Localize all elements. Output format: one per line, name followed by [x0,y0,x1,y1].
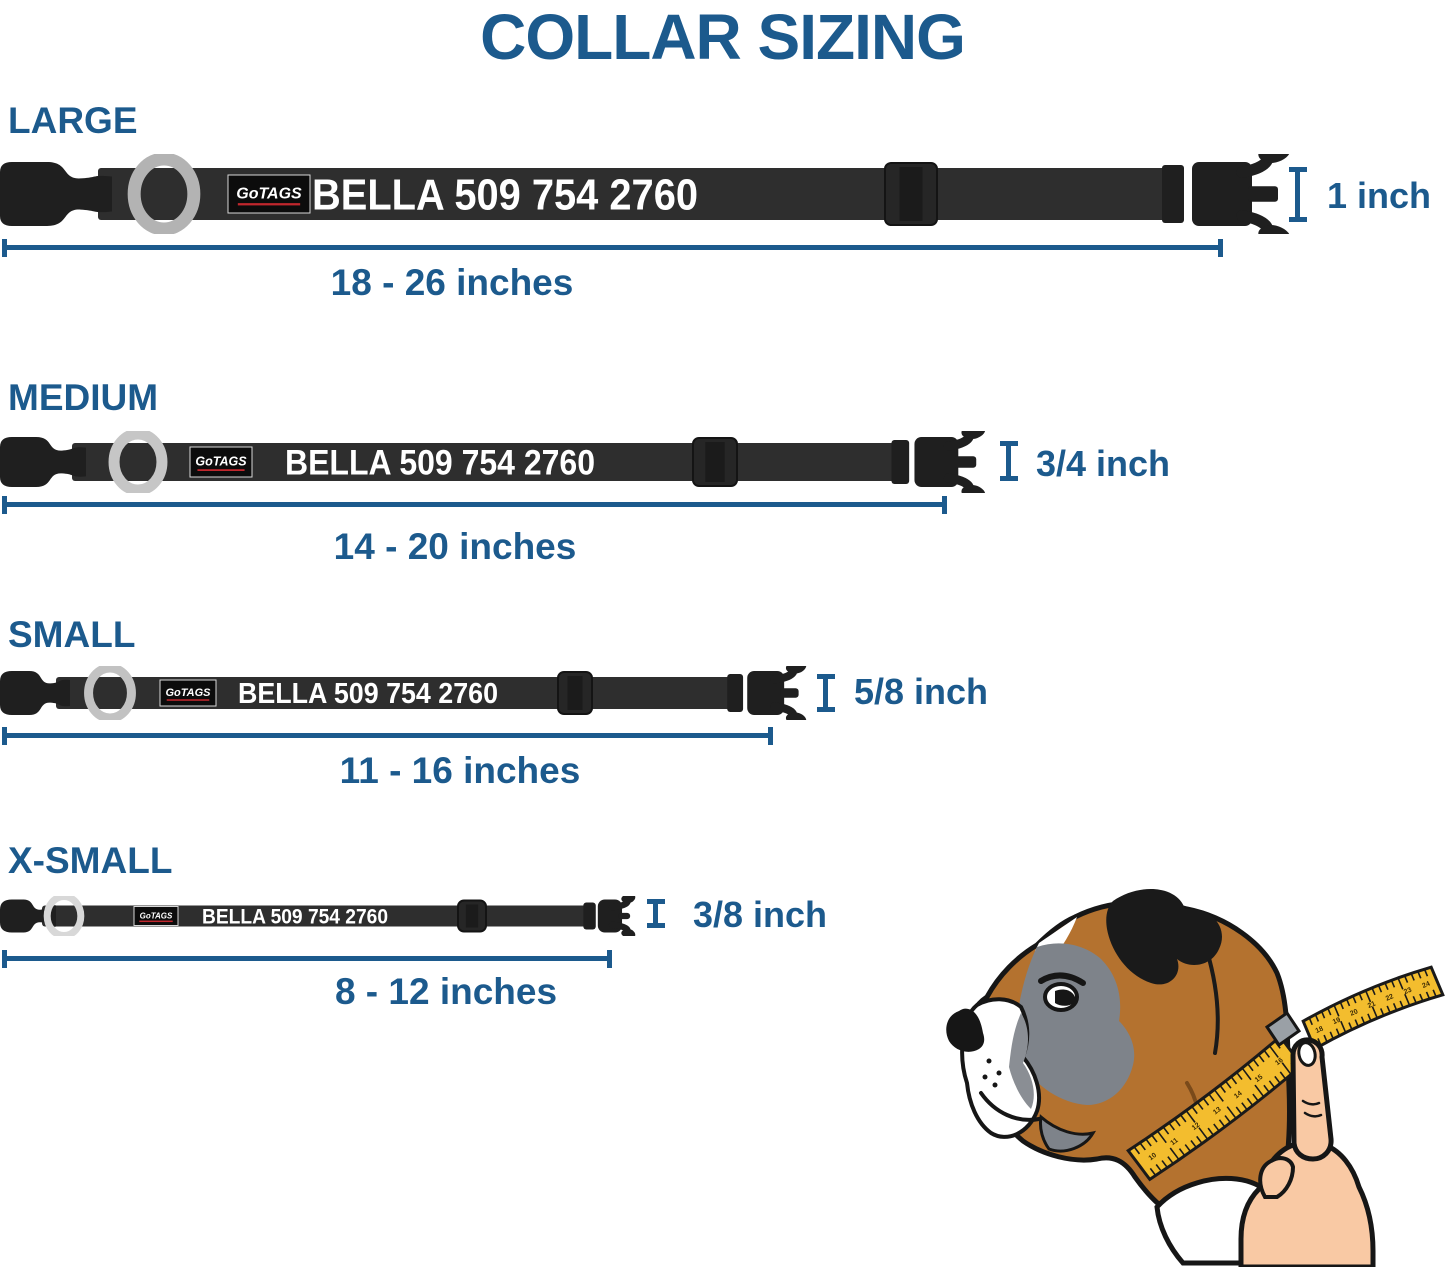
index-finger [1290,1037,1334,1162]
collar-graphic-medium: GoTAGS BELLA 509 754 2760 [0,424,995,500]
length-measure-line-medium [2,495,947,514]
tape-number: 12 [1191,1122,1202,1132]
length-measure-line-small [2,726,773,745]
buckle-male [891,440,910,484]
width-measure-bracket-small [816,674,835,712]
tape-number: 11 [1170,1137,1180,1147]
length-range-large: 18 - 26 inches [330,262,574,303]
length-range-x-small: 8 - 12 inches [334,971,558,1012]
brand-patch-label: GoTAGS [236,186,302,203]
brand-patch [189,446,253,478]
width-measure-bracket-medium [999,441,1018,481]
tape-number: 24 [1421,981,1431,991]
thumb [1258,1156,1296,1199]
size-label-small: SMALL [8,614,136,655]
brand-patch-label: GoTAGS [165,687,211,699]
length-measure-line-large [2,238,1223,257]
d-ring [84,663,136,723]
tape-number: 13 [1212,1106,1223,1116]
tape-number: 18 [1315,1026,1325,1036]
tape-number: 14 [1233,1090,1244,1100]
brand-patch-label: GoTAGS [195,455,247,469]
brand-patch-label: GoTAGS [140,911,173,920]
tape-number: 21 [1367,1000,1377,1010]
personalization-text: BELLA 509 754 2760 [312,170,698,219]
width-value-medium: 3/4 inch [1036,443,1171,484]
tape-number: 22 [1385,993,1395,1003]
tape-number: 16 [1274,1057,1285,1067]
personalization-text: BELLA 509 754 2760 [238,678,498,710]
tape-number: 15 [1254,1074,1265,1084]
buckle-male [583,902,596,930]
buckle-female [0,671,70,715]
brand-patch [227,174,311,214]
dog-measure-illustration: 10 11 12 13 14 15 16 18 19 20 21 22 23 24 [925,855,1445,1267]
buckle-female [0,162,112,226]
dog-nose [946,1008,985,1052]
collar-graphic-x-small: GoTAGS BELLA 509 754 2760 [0,892,645,941]
collar-strap [42,905,594,927]
tape-number: 20 [1349,1008,1359,1018]
collar-graphic-large: GoTAGS BELLA 509 754 2760 [0,144,1300,244]
tape-number: 19 [1332,1017,1342,1027]
tape-number: 10 [1148,1152,1159,1162]
fingernail [1297,1041,1317,1067]
personalization-text: BELLA 509 754 2760 [285,443,595,482]
width-value-small: 5/8 inch [854,671,989,712]
tape-number: 23 [1403,987,1413,997]
length-range-medium: 14 - 20 inches [333,526,577,567]
buckle-male [727,674,744,712]
dog-ear [1106,889,1222,985]
d-ring [108,428,168,496]
buckle-female [0,437,86,487]
width-measure-bracket-x-small [646,899,665,928]
width-value-large: 1 inch [1327,175,1432,216]
tape-clip [1264,1010,1302,1048]
size-label-x-small: X-SMALL [8,840,173,881]
width-value-x-small: 3/8 inch [693,894,828,935]
length-measure-line-x-small [2,949,612,968]
d-ring [43,893,85,939]
dog-mask [1014,943,1135,1105]
page-title: COLLAR SIZING [480,1,966,73]
length-range-small: 11 - 16 inches [339,750,581,791]
size-label-large: LARGE [8,100,138,141]
d-ring [127,152,201,236]
width-measure-bracket-large [1288,167,1307,222]
buckle-male [1162,165,1184,223]
collar-graphic-small: GoTAGS BELLA 509 754 2760 [0,660,815,726]
brand-patch [159,679,217,707]
personalization-text: BELLA 509 754 2760 [202,905,388,928]
size-label-medium: MEDIUM [8,377,159,418]
buckle-female [0,899,56,933]
